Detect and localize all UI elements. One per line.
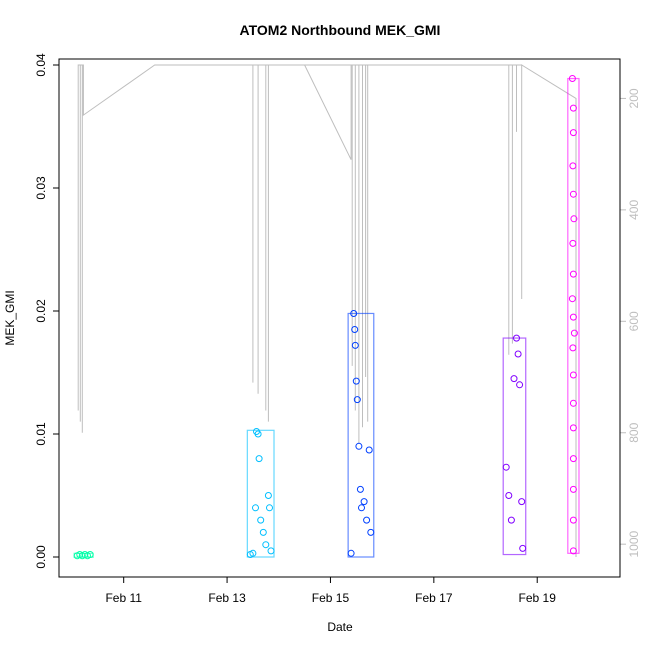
data-point	[86, 551, 94, 558]
x-tick-label: Feb 11	[105, 591, 142, 605]
axes-layer: Feb 11 Feb 13 Feb 15 Feb 17 Feb 19 0.00 0.01 0.…	[34, 53, 641, 605]
right-tick-label: 1000	[627, 531, 641, 558]
data-point	[519, 544, 527, 552]
series-3	[502, 334, 527, 556]
y-axis-label: MEK_GMI	[3, 290, 17, 345]
data-point	[266, 504, 273, 512]
data-point	[360, 498, 368, 506]
data-point	[569, 239, 577, 247]
right-tick-label: 400	[627, 200, 641, 220]
data-point	[569, 371, 577, 379]
data-point	[569, 424, 577, 432]
data-point	[570, 329, 578, 337]
data-point	[569, 190, 577, 198]
data-point	[356, 485, 364, 493]
x-tick-label: Feb 15	[312, 591, 350, 605]
data-point	[365, 446, 373, 454]
data-point	[262, 541, 270, 549]
data-point	[505, 492, 513, 499]
right-tick-label: 600	[627, 311, 641, 331]
data-point	[347, 549, 355, 557]
data-point	[569, 344, 577, 352]
data-point	[569, 547, 577, 555]
data-point	[257, 516, 265, 524]
chart-title: ATOM2 Northbound MEK_GMI	[240, 22, 441, 38]
data-point	[569, 129, 577, 137]
data-point	[355, 442, 363, 450]
data-point	[569, 104, 577, 112]
series-1-density-column	[246, 429, 275, 558]
y-tick-label: 0.00	[34, 545, 48, 569]
data-point	[351, 326, 359, 333]
data-point	[255, 455, 263, 463]
data-point	[507, 516, 515, 524]
plot-frame	[58, 58, 621, 578]
data-point	[352, 377, 360, 385]
data-point	[569, 313, 577, 321]
data-point	[569, 270, 577, 278]
data-point	[516, 381, 524, 389]
series-2	[347, 310, 375, 558]
data-point	[569, 399, 577, 407]
x-tick-label: Feb 13	[208, 591, 246, 605]
data-point	[358, 504, 365, 512]
series-2-density-column	[347, 312, 375, 558]
y-tick-label: 0.02	[34, 299, 48, 323]
pressure-trace-line	[77, 64, 577, 557]
data-point	[254, 430, 262, 438]
series-3-density-column	[502, 337, 527, 556]
data-point	[363, 516, 371, 524]
data-point	[264, 492, 272, 499]
data-point	[513, 334, 520, 342]
right-tick-label: 200	[627, 88, 641, 108]
data-point	[569, 162, 577, 170]
data-point	[568, 295, 576, 303]
data-point	[367, 528, 375, 536]
data-point	[569, 485, 577, 493]
data-point	[252, 504, 259, 512]
y-tick-label: 0.01	[34, 422, 48, 446]
series-4-density-column	[567, 77, 580, 554]
pressure-trace-layer	[77, 64, 577, 557]
series-4	[567, 75, 580, 555]
data-point	[259, 528, 267, 536]
data-point	[249, 549, 257, 557]
data-point	[569, 455, 577, 463]
y-tick-label: 0.04	[34, 53, 48, 77]
data-point	[351, 341, 359, 349]
data-point	[350, 310, 358, 317]
y-tick-label: 0.03	[34, 176, 48, 200]
right-tick-label: 800	[627, 422, 641, 442]
data-point	[514, 350, 522, 358]
data-point	[568, 75, 576, 82]
data-point	[510, 375, 518, 383]
series-0	[73, 551, 94, 560]
data-point	[570, 215, 578, 223]
data-point	[569, 516, 577, 524]
data-point	[353, 396, 361, 404]
x-axis-label: Date	[327, 620, 353, 634]
data-point	[267, 547, 275, 555]
data-point	[502, 463, 510, 471]
x-tick-label: Feb 19	[519, 591, 557, 605]
data-point	[518, 498, 526, 506]
data-points-layer	[73, 75, 580, 560]
series-1	[246, 428, 275, 558]
x-tick-label: Feb 17	[415, 591, 453, 605]
